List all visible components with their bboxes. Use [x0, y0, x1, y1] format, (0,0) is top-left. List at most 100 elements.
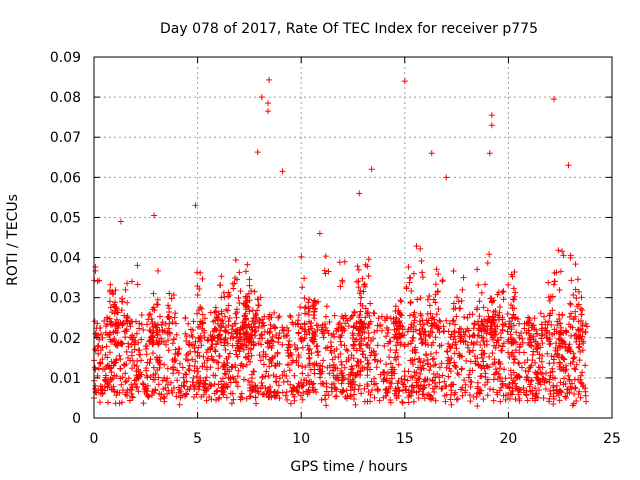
data-point — [174, 377, 181, 384]
data-point — [455, 371, 462, 378]
data-point — [484, 260, 491, 267]
data-point — [194, 283, 201, 290]
data-point — [156, 390, 163, 397]
data-point — [329, 388, 336, 395]
data-point — [207, 309, 214, 316]
data-point — [357, 308, 364, 315]
data-point — [568, 277, 575, 284]
data-point — [489, 361, 496, 368]
data-point — [215, 359, 222, 366]
data-point — [450, 300, 457, 307]
data-point — [172, 310, 179, 317]
data-point — [352, 381, 359, 388]
data-point — [514, 386, 521, 393]
data-point — [306, 354, 313, 361]
data-point — [533, 393, 540, 400]
data-point — [265, 372, 272, 379]
plot-frame — [93, 56, 613, 419]
data-point — [573, 361, 580, 368]
data-point — [559, 311, 566, 318]
data-point — [356, 382, 363, 389]
data-point — [446, 320, 453, 327]
data-point — [104, 332, 111, 339]
data-point — [478, 387, 485, 394]
data-point — [123, 348, 130, 355]
data-point — [322, 345, 329, 352]
data-point — [392, 319, 399, 326]
data-point — [217, 327, 224, 334]
data-point — [148, 316, 155, 323]
data-point — [538, 327, 545, 334]
data-point — [560, 339, 567, 346]
data-point — [108, 319, 115, 326]
data-point — [571, 391, 578, 398]
data-point — [316, 366, 323, 373]
data-point — [115, 339, 122, 346]
data-point — [418, 335, 425, 342]
data-point — [98, 331, 105, 338]
data-point — [246, 338, 253, 345]
data-point — [338, 323, 345, 330]
data-point — [195, 368, 202, 375]
data-point — [367, 300, 374, 307]
data-point — [194, 349, 201, 356]
data-point — [350, 355, 357, 362]
data-point — [553, 389, 560, 396]
data-point — [143, 372, 150, 379]
data-point — [452, 305, 459, 312]
data-point — [571, 332, 578, 339]
data-point — [251, 328, 258, 335]
data-point — [176, 386, 183, 393]
data-point — [535, 387, 542, 394]
data-point — [155, 341, 162, 348]
data-point — [368, 349, 375, 356]
data-point — [109, 309, 116, 316]
data-point — [229, 390, 236, 397]
data-point — [142, 345, 149, 352]
data-point — [338, 367, 345, 374]
data-point — [451, 362, 458, 369]
data-point — [119, 387, 126, 394]
data-point — [510, 296, 517, 303]
data-point — [166, 329, 173, 336]
data-point — [96, 399, 103, 406]
data-point — [525, 319, 532, 326]
data-point — [495, 370, 502, 377]
data-point — [416, 318, 423, 325]
data-point — [575, 318, 582, 325]
data-point — [478, 321, 485, 328]
data-point — [264, 339, 271, 346]
data-point — [429, 314, 436, 321]
data-point — [305, 309, 312, 316]
data-point — [499, 381, 506, 388]
data-point — [328, 384, 335, 391]
data-point — [444, 348, 451, 355]
data-point — [159, 319, 166, 326]
data-point — [234, 373, 241, 380]
data-point — [438, 360, 445, 367]
data-point — [341, 258, 348, 265]
data-point — [163, 377, 170, 384]
data-point — [570, 400, 577, 407]
data-point — [217, 336, 224, 343]
data-point — [546, 318, 553, 325]
data-point — [287, 381, 294, 388]
data-point — [284, 378, 291, 385]
data-point — [113, 356, 120, 363]
data-point — [511, 268, 518, 275]
data-point — [159, 377, 166, 384]
data-point — [393, 395, 400, 402]
data-point — [150, 364, 157, 371]
data-point — [483, 318, 490, 325]
data-point — [302, 310, 309, 317]
data-point — [108, 369, 115, 376]
data-point — [246, 276, 253, 283]
data-point — [111, 337, 118, 344]
data-point — [219, 317, 226, 324]
data-point — [546, 379, 553, 386]
data-point — [512, 396, 519, 403]
data-point — [169, 389, 176, 396]
data-point — [107, 336, 114, 343]
data-point — [275, 339, 282, 346]
